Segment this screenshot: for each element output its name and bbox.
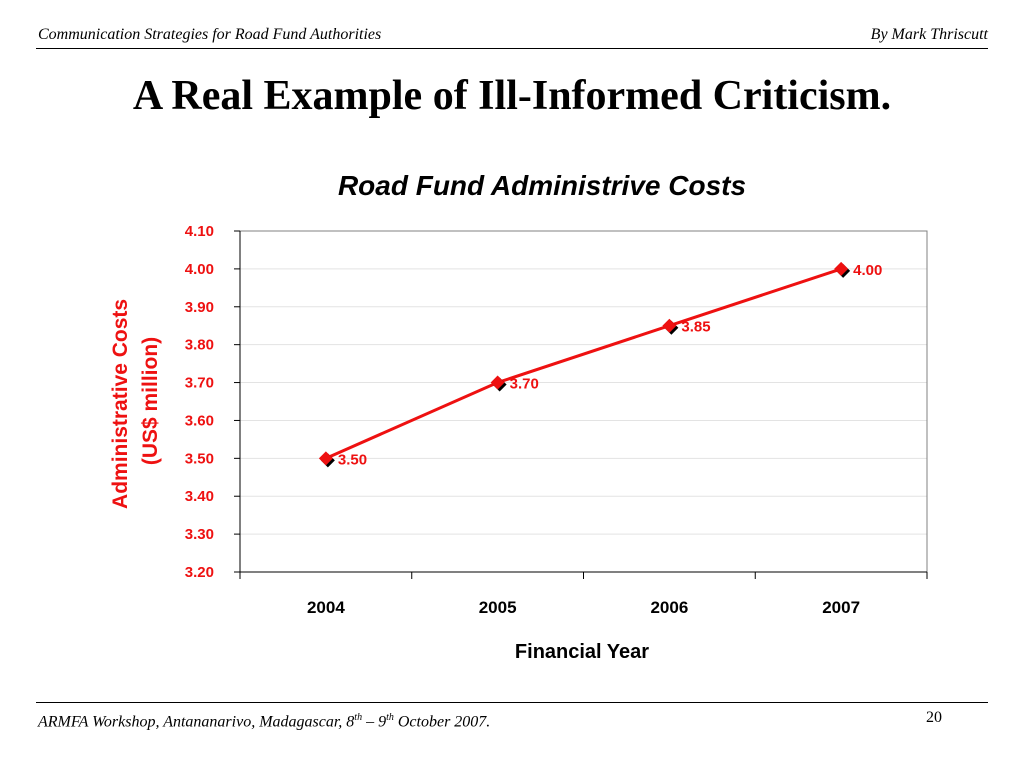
y-tick-labels: 3.20 3.30 3.40 3.50 3.60 3.70 3.80 3.90 4.00 4.10 bbox=[185, 223, 214, 581]
page-number: 20 bbox=[926, 709, 942, 726]
data-point bbox=[834, 261, 849, 276]
data-label: 3.70 bbox=[510, 376, 539, 393]
footer-suffix: October 2007. bbox=[393, 713, 491, 731]
chart-grid bbox=[240, 268, 927, 535]
y-tick-label: 3.70 bbox=[185, 375, 214, 392]
y-tick-label: 3.30 bbox=[185, 526, 214, 543]
data-labels: 3.50 3.70 3.85 4.00 bbox=[338, 262, 882, 468]
footer-text: ARMFA Workshop, Antananarivo, Madagascar… bbox=[38, 712, 490, 731]
y-axis-label-line2: (US$ million) bbox=[139, 337, 162, 465]
y-tick-label: 4.00 bbox=[185, 261, 214, 278]
chart: Road Fund Administrive Costs 3.20 3.30 3.4… bbox=[109, 170, 928, 663]
data-label: 3.85 bbox=[681, 319, 710, 336]
data-label: 4.00 bbox=[853, 262, 882, 279]
y-tick-label: 3.80 bbox=[185, 337, 214, 354]
footer-mid: – 9 bbox=[362, 713, 387, 731]
x-tick-label: 2004 bbox=[307, 598, 345, 617]
y-tick-label: 3.50 bbox=[185, 450, 214, 467]
y-tick-label: 3.20 bbox=[185, 564, 214, 581]
x-axis-label: Financial Year bbox=[515, 641, 649, 663]
header-author: By Mark Thriscutt bbox=[870, 26, 988, 43]
footer-sup-1: th bbox=[354, 712, 363, 723]
footer-sup-2: th bbox=[386, 712, 394, 723]
data-point bbox=[490, 375, 505, 390]
slide-title: A Real Example of Ill-Informed Criticism… bbox=[132, 73, 892, 119]
x-tick-labels: 2004 2005 2006 2007 bbox=[307, 598, 860, 617]
y-tick-label: 3.40 bbox=[185, 488, 214, 505]
x-tick-label: 2007 bbox=[822, 598, 860, 617]
y-tick-label: 3.90 bbox=[185, 299, 214, 316]
x-tick-label: 2005 bbox=[479, 598, 517, 617]
y-tick-label: 3.60 bbox=[185, 412, 214, 429]
series-line bbox=[325, 267, 842, 460]
y-axis-label: Administrative Costs (US$ million) bbox=[109, 293, 162, 509]
series-line-path bbox=[325, 267, 842, 460]
chart-title: Road Fund Administrive Costs bbox=[338, 170, 746, 201]
header-rule bbox=[36, 48, 988, 49]
series-markers bbox=[318, 261, 851, 468]
chart-axes bbox=[234, 230, 928, 579]
x-tick-label: 2006 bbox=[650, 598, 688, 617]
y-axis-label-line1: Administrative Costs bbox=[109, 299, 132, 509]
data-label: 3.50 bbox=[338, 451, 367, 468]
plot-area bbox=[239, 230, 928, 573]
y-tick-label: 4.10 bbox=[185, 223, 214, 240]
data-point bbox=[662, 318, 677, 333]
footer-prefix: ARMFA Workshop, Antananarivo, Madagascar… bbox=[38, 713, 355, 731]
data-point bbox=[318, 451, 333, 466]
header-title: Communication Strategies for Road Fund A… bbox=[38, 26, 382, 43]
footer-rule bbox=[36, 702, 988, 703]
